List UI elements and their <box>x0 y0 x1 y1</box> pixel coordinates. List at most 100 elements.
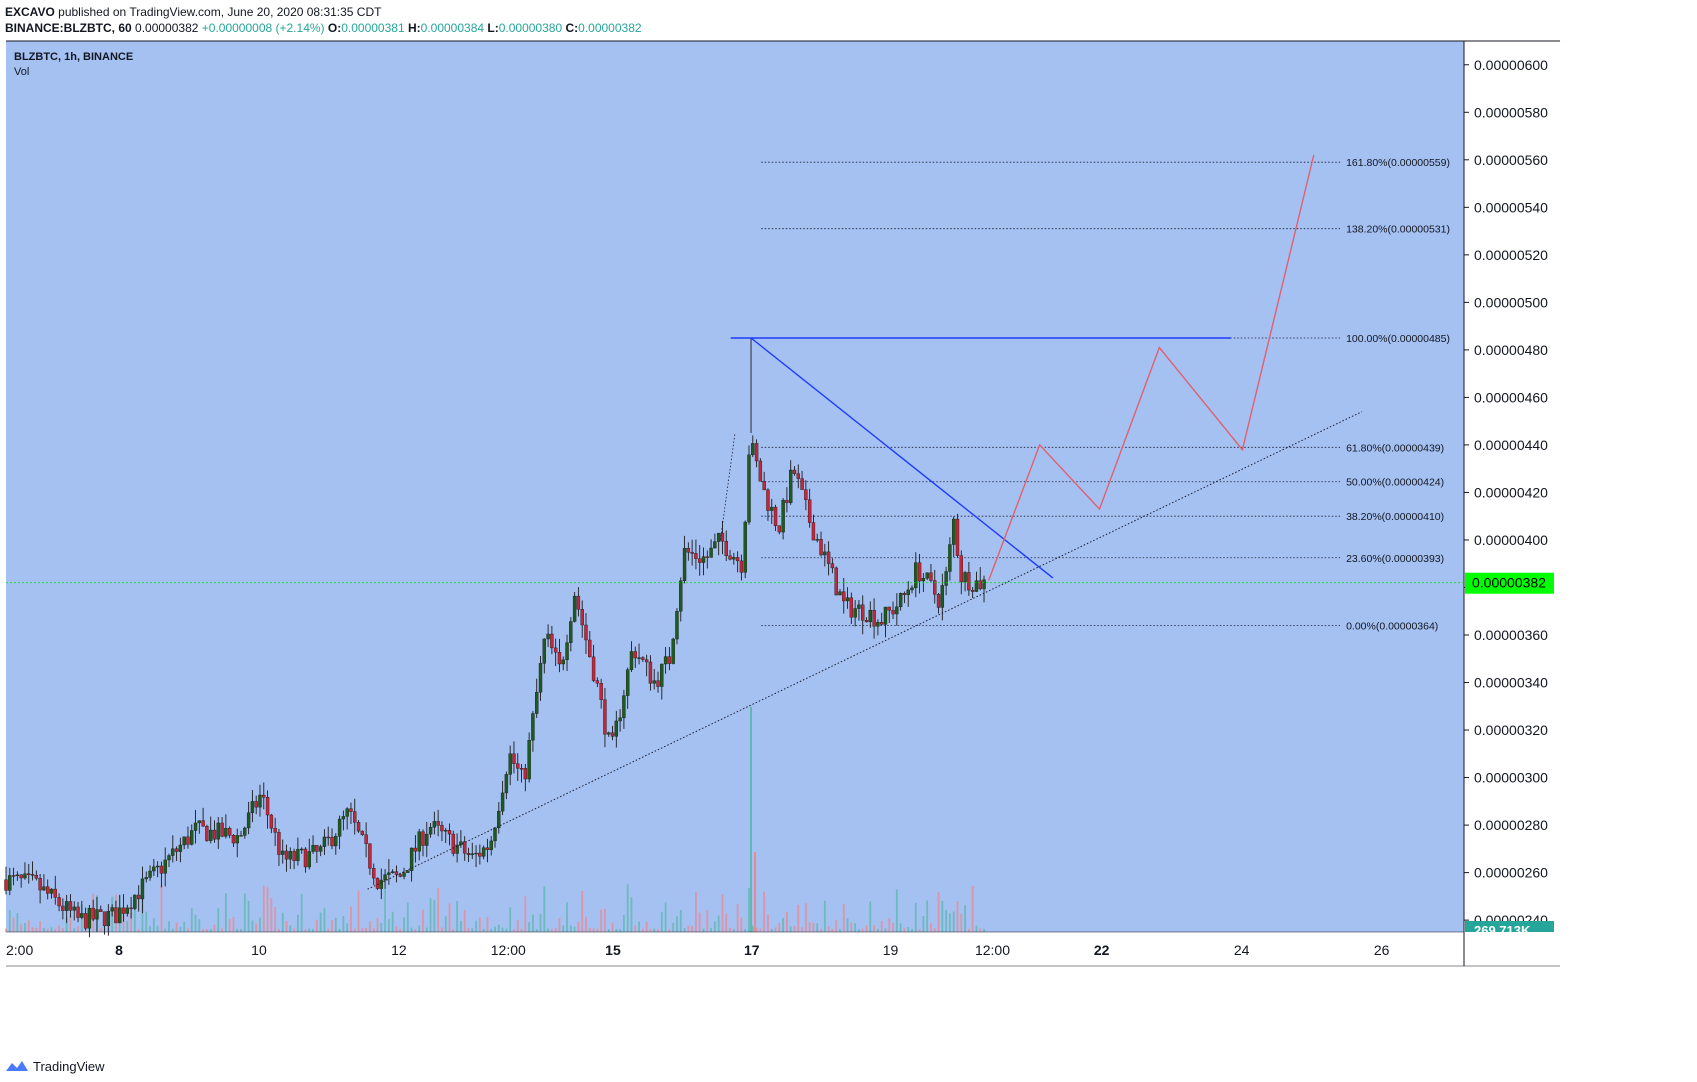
candle-body <box>440 825 444 832</box>
price-axis[interactable]: 0.000002400.000002600.000002800.00000300… <box>1464 57 1554 938</box>
volume-bar <box>698 912 701 932</box>
volume-bar <box>206 928 208 932</box>
candle-body <box>550 633 554 649</box>
footer-brand[interactable]: TradingView <box>5 1054 105 1078</box>
high-value: 0.00000384 <box>420 21 485 35</box>
candle-body <box>796 473 800 479</box>
volume-bar <box>16 913 19 932</box>
candle-body <box>398 874 402 877</box>
volume-bar <box>513 928 515 932</box>
volume-bar <box>463 909 466 932</box>
candle-body <box>299 848 304 851</box>
projection-path[interactable] <box>988 154 1315 581</box>
volume-bar <box>607 928 610 932</box>
candle-body <box>227 827 232 836</box>
candle-body <box>8 875 12 891</box>
candle-body <box>235 835 239 844</box>
volume-bar <box>888 918 891 932</box>
volume-bar <box>740 917 743 932</box>
volume-bar <box>296 914 299 932</box>
candle-body <box>538 663 543 693</box>
candle-body <box>823 551 827 556</box>
candle-body <box>296 849 300 861</box>
candle-body <box>144 877 148 880</box>
candle-body <box>292 851 296 861</box>
volume-bar <box>236 928 239 932</box>
candle-body <box>95 909 99 920</box>
plot-area[interactable] <box>6 41 1464 932</box>
candle-body <box>682 547 687 582</box>
drawn-trendlines[interactable] <box>367 154 1363 890</box>
candle-body <box>902 593 907 596</box>
candle-body <box>826 551 831 564</box>
fibonacci-retracement[interactable]: 161.80%(0.00000559) 138.20%(0.00000531) 10… <box>761 157 1450 632</box>
volume-bar <box>475 920 477 932</box>
candlesticks <box>4 338 986 938</box>
candle-body <box>773 506 778 526</box>
volume-bar <box>31 927 34 932</box>
volume-bar <box>217 908 220 932</box>
candle-body <box>978 580 982 590</box>
volume-bar <box>497 924 500 932</box>
candle-body <box>239 835 243 837</box>
candle-body <box>220 822 224 837</box>
candle-body <box>303 848 308 868</box>
candle-body <box>686 547 691 553</box>
volume-bar <box>122 914 125 932</box>
volume-bar <box>387 919 390 932</box>
volume-bar <box>911 928 913 932</box>
candle-body <box>610 732 615 737</box>
candle-body <box>679 580 683 612</box>
volume-bar <box>441 927 443 932</box>
candle-body <box>716 532 721 542</box>
volume-bar <box>641 928 644 932</box>
volume-bar <box>577 921 580 932</box>
candle-body <box>27 873 31 875</box>
candle-body <box>455 844 459 854</box>
volume-bar <box>967 928 970 932</box>
time-tick-label: 12 <box>391 942 407 958</box>
candle-body <box>485 847 490 850</box>
candle-body <box>777 525 782 533</box>
time-tick-label: 10 <box>251 942 267 958</box>
candle-body <box>792 469 797 474</box>
time-axis[interactable]: 2:00 8 10 12 12:00 15 17 19 12:00 22 24 26 <box>6 942 1390 958</box>
volume-bar <box>501 927 504 932</box>
volume-bar <box>672 922 675 932</box>
candle-body <box>504 774 509 794</box>
volume-bar <box>820 928 822 932</box>
symbol-label: BINANCE:BLZBTC, 60 <box>5 21 132 35</box>
volume-bar <box>65 917 68 932</box>
volume-bar <box>494 926 496 932</box>
volume-bar <box>782 917 785 932</box>
volume-badge-label: 269.713K <box>1474 923 1531 938</box>
volume-bar <box>58 925 60 932</box>
candle-body <box>800 478 804 490</box>
author-name[interactable]: EXCAVO <box>5 5 55 19</box>
volume-bar <box>448 903 451 932</box>
volume-bar <box>255 923 258 932</box>
volume-bar <box>224 893 227 932</box>
descending-resistance-line[interactable] <box>750 337 1054 579</box>
candle-body <box>675 611 679 640</box>
volume-bar <box>653 928 656 932</box>
volume-bar <box>471 928 474 932</box>
volume-bar <box>812 922 815 932</box>
candle-body <box>641 657 645 660</box>
volume-bar <box>490 928 493 932</box>
volume-bar <box>24 922 26 932</box>
candle-body <box>713 541 717 549</box>
time-tick-label: 2:00 <box>6 942 33 958</box>
volume-bar <box>676 916 678 932</box>
volume-bar <box>437 887 440 932</box>
time-tick-label: 12:00 <box>975 942 1010 958</box>
candle-body <box>804 489 808 500</box>
last-price-badge[interactable] <box>1465 572 1554 594</box>
price-tick-label: 0.00000580 <box>1474 104 1548 120</box>
candle-body <box>394 871 399 875</box>
candle-body <box>68 901 73 911</box>
candle-body <box>155 865 160 868</box>
volume-bar <box>395 926 398 932</box>
volume-bar <box>596 928 599 932</box>
